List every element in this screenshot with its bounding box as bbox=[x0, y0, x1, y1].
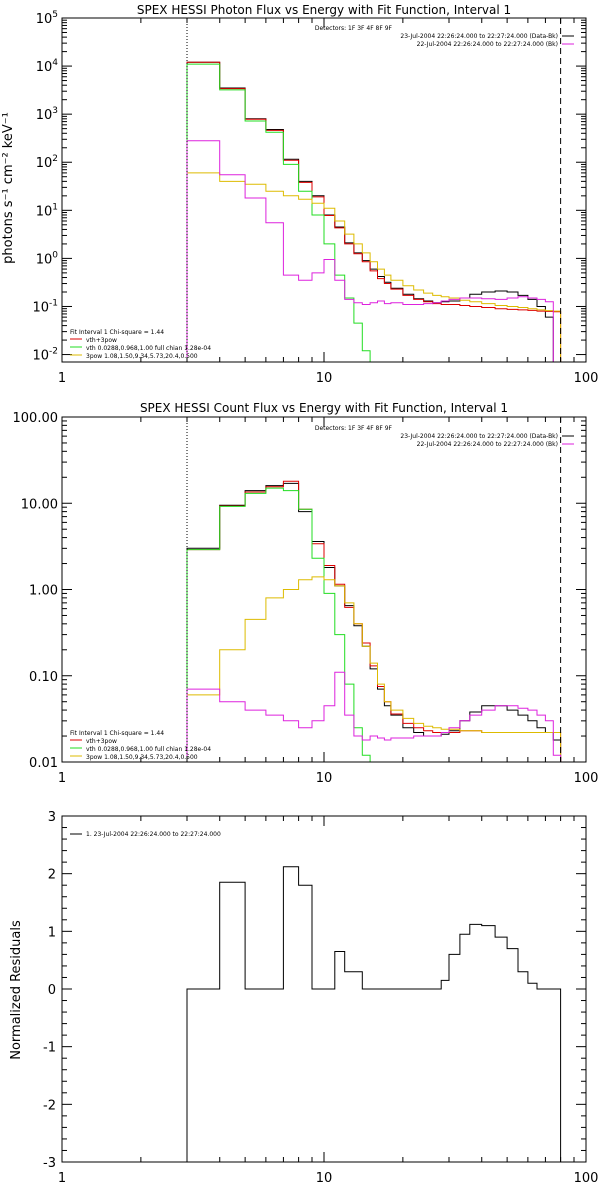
legend-line: Fit Interval 1 Chi-square = 1.44 bbox=[70, 329, 164, 336]
legend-line: 23-Jul-2004 22:26:24.000 to 22:27:24.000… bbox=[400, 33, 558, 40]
series-line-0 bbox=[186, 61, 562, 362]
x-tick-label: 1 bbox=[58, 771, 66, 786]
legend-line: vth+3pow bbox=[86, 738, 117, 745]
legend-line: 3pow 1.08,1.50,9.34,5.73,20.4,0.500 bbox=[86, 754, 198, 761]
series-line-1 bbox=[186, 480, 562, 762]
x-tick-label: 10 bbox=[316, 1171, 333, 1186]
y-tick-label: 10-2 bbox=[32, 347, 58, 364]
y-tick-label: 101 bbox=[36, 202, 58, 219]
legend-line: vth 0.0288,0.968,1.00 full chian 1.28e-0… bbox=[86, 345, 211, 352]
series-line-3 bbox=[186, 172, 562, 362]
y-tick-label: 10.00 bbox=[21, 497, 58, 512]
series-line-2 bbox=[186, 63, 371, 362]
photon-flux-panel: SPEX HESSI Photon Flux vs Energy with Fi… bbox=[1, 3, 599, 386]
y-tick-label: 3 bbox=[48, 810, 56, 825]
series-line-4 bbox=[186, 671, 562, 762]
y-tick-label: 1 bbox=[48, 925, 56, 940]
plot-area bbox=[186, 866, 562, 1162]
axes-frame bbox=[61, 17, 587, 363]
legend-line: 23-Jul-2004 22:26:24.000 to 22:27:24.000… bbox=[400, 433, 558, 440]
legend-line: vth+3pow bbox=[86, 337, 117, 344]
series-line-4 bbox=[186, 140, 562, 362]
legend-line: vth 0.0288,0.968,1.00 full chian 1.28e-0… bbox=[86, 746, 211, 753]
y-axis-label: photons s⁻¹ cm⁻² keV⁻¹ bbox=[1, 112, 16, 264]
y-tick-label: 1.00 bbox=[29, 584, 58, 599]
series-line-3 bbox=[186, 576, 562, 762]
y-tick-label: 0.01 bbox=[29, 756, 58, 771]
x-tick-label: 10 bbox=[316, 371, 333, 386]
y-tick-label: -3 bbox=[43, 1156, 56, 1171]
series-line-2 bbox=[186, 487, 371, 762]
legend-line: Detectors: 1F 3F 4F 8F 9F bbox=[315, 425, 393, 432]
panel-title: SPEX HESSI Count Flux vs Energy with Fit… bbox=[140, 401, 508, 415]
y-tick-label: 102 bbox=[36, 154, 58, 171]
x-tick-label: 100 bbox=[574, 771, 599, 786]
series-line-0 bbox=[186, 482, 562, 762]
residuals-panel: Normalized Residuals 1. 23-Jul-2004 22:2… bbox=[9, 810, 598, 1186]
x-tick-label: 1 bbox=[58, 371, 66, 386]
legend-line: Detectors: 1F 3F 4F 8F 9F bbox=[315, 25, 393, 32]
plot-area bbox=[186, 18, 562, 362]
x-tick-label: 100 bbox=[574, 371, 599, 386]
y-tick-label: 10-1 bbox=[32, 298, 58, 315]
count-flux-panel: SPEX HESSI Count Flux vs Energy with Fit… bbox=[13, 401, 599, 786]
panel-title: SPEX HESSI Photon Flux vs Energy with Fi… bbox=[137, 3, 511, 17]
y-tick-label: 2 bbox=[48, 868, 56, 883]
legend-line: Fit Interval 1 Chi-square = 1.44 bbox=[70, 730, 164, 737]
y-tick-label: 100.00 bbox=[13, 411, 59, 426]
series-line-1 bbox=[186, 61, 562, 362]
y-tick-label: 100 bbox=[36, 250, 59, 267]
legend-line: 22-Jul-2004 22:26:24.000 to 22:27:24.000… bbox=[417, 41, 558, 48]
legend-line: 3pow 1.08,1.50,9.34,5.73,20.4,0.500 bbox=[86, 353, 198, 360]
y-tick-label: 0 bbox=[48, 983, 56, 998]
legend-line: 1. 23-Jul-2004 22:26:24.000 to 22:27:24.… bbox=[86, 831, 221, 838]
legend-line: 22-Jul-2004 22:26:24.000 to 22:27:24.000… bbox=[417, 441, 558, 448]
y-tick-label: -2 bbox=[43, 1098, 56, 1113]
y-tick-label: 105 bbox=[36, 10, 58, 27]
y-axis-label: Normalized Residuals bbox=[9, 920, 24, 1060]
x-tick-label: 100 bbox=[574, 1171, 599, 1186]
y-tick-label: 103 bbox=[36, 106, 58, 123]
x-tick-label: 1 bbox=[58, 1171, 66, 1186]
x-tick-label: 10 bbox=[316, 771, 333, 786]
series-line-0 bbox=[186, 866, 562, 1162]
y-tick-label: 0.10 bbox=[29, 670, 58, 685]
y-tick-label: 104 bbox=[36, 58, 59, 75]
plot-area bbox=[186, 417, 562, 762]
y-tick-label: -1 bbox=[43, 1041, 56, 1056]
